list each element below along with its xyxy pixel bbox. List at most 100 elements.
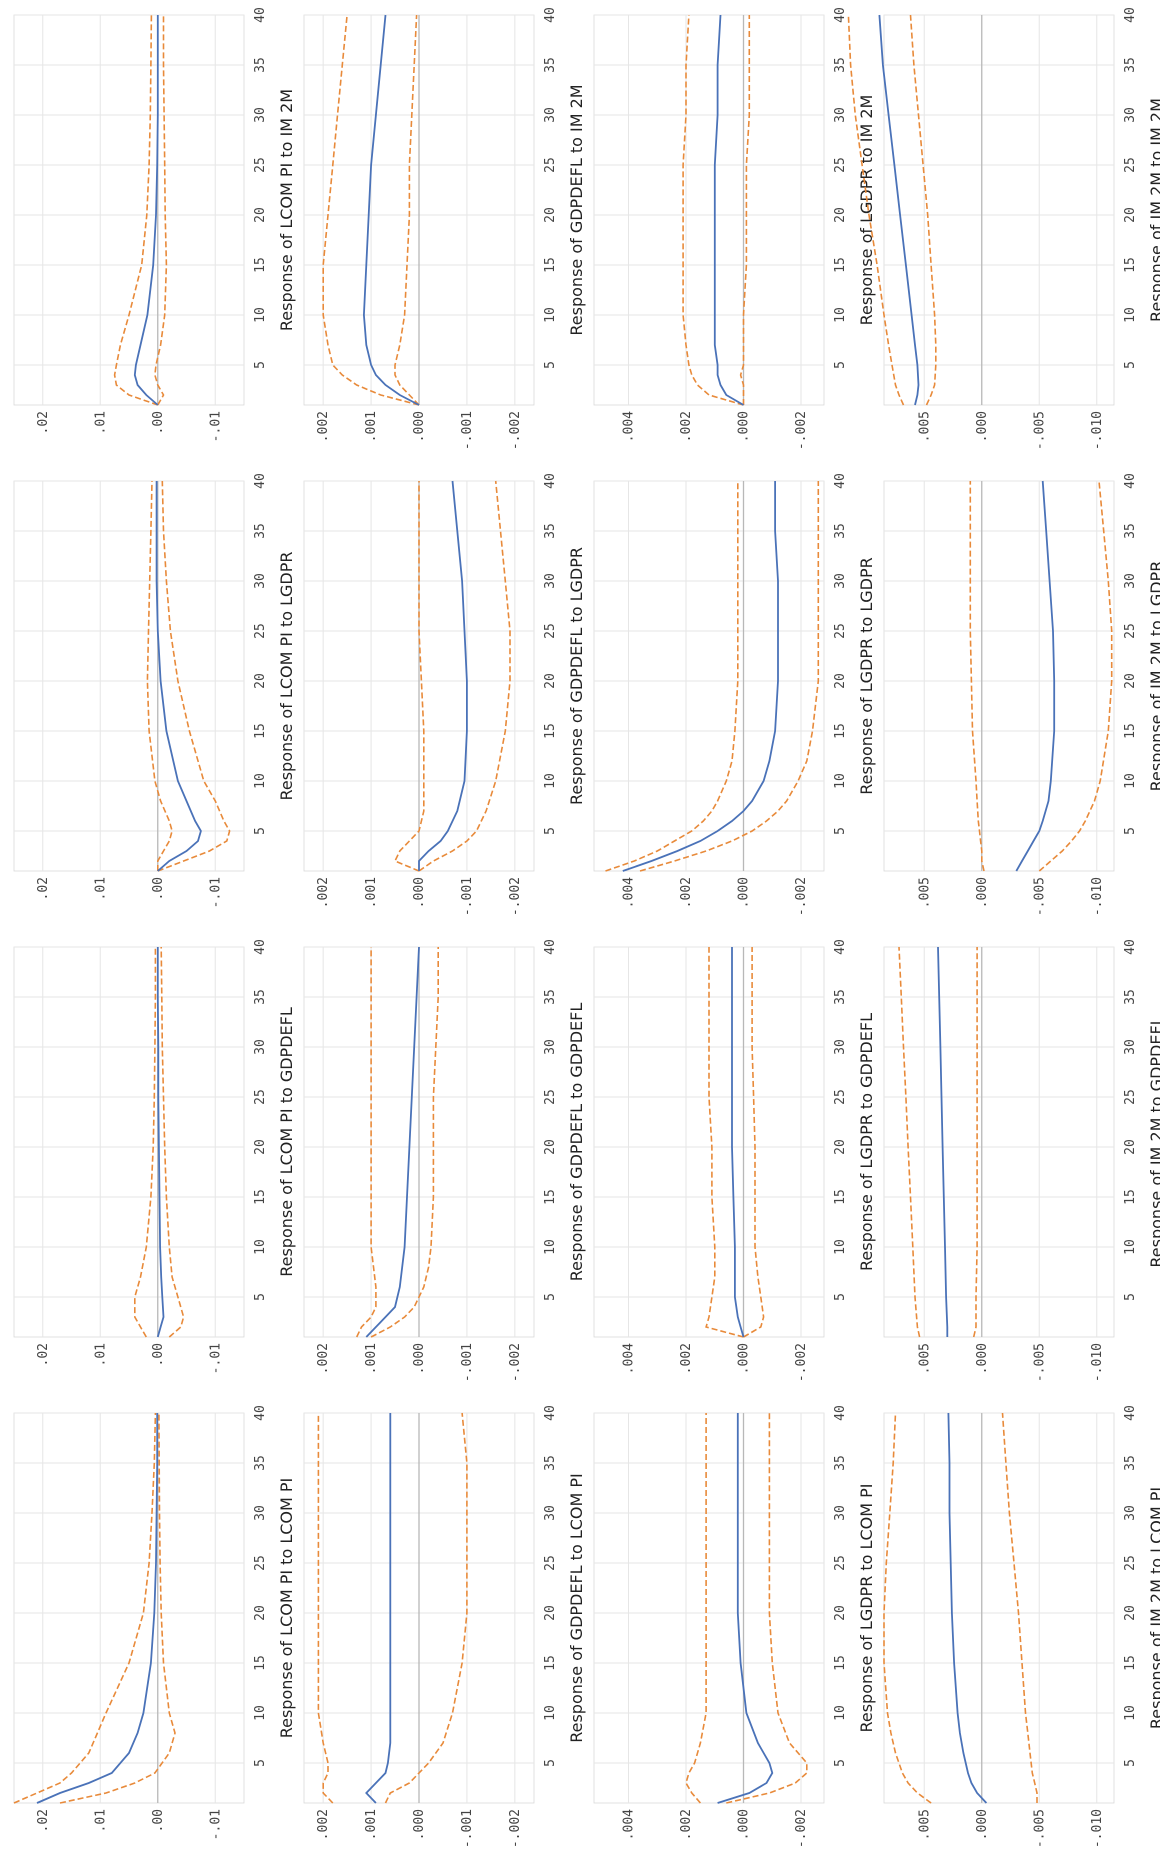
response-line xyxy=(156,947,165,1338)
x-tick-label: 30 xyxy=(833,573,848,589)
x-tick-label: 10 xyxy=(833,1705,848,1721)
irf-panel: 5 10 15 20 25 30 35 40 .004 .002 .000 -.002 Response… xyxy=(593,1405,876,1848)
x-tick-label: 40 xyxy=(543,1405,558,1421)
irf-panel: 5 10 15 20 25 30 35 40 .02 .01 .00 -.01 Response of … xyxy=(13,1405,296,1840)
y-tick-label: .002 xyxy=(316,1343,331,1374)
y-tick-label: .004 xyxy=(622,1343,637,1374)
response-line xyxy=(36,1413,159,1804)
x-tick-label: 15 xyxy=(833,1189,848,1205)
y-tick-label: .02 xyxy=(36,411,51,434)
panel-title: Response of LCOM PI to LCOM PI xyxy=(277,1478,296,1739)
x-tick-label: 20 xyxy=(543,207,558,223)
upper-band-line xyxy=(355,947,377,1338)
x-tick-label: 15 xyxy=(1123,257,1138,273)
panel-title: Response of LCOM PI to IM 2M xyxy=(277,89,296,331)
panel-title: Response of LCOM PI to LGDPR xyxy=(277,551,296,800)
x-tick-label: 5 xyxy=(1123,361,1138,369)
plot-frame xyxy=(13,1412,245,1804)
x-tick-label: 10 xyxy=(1123,1705,1138,1721)
x-tick-label: 40 xyxy=(543,939,558,955)
response-line xyxy=(731,947,745,1338)
y-tick-label: -.002 xyxy=(508,1343,523,1382)
lower-band-line xyxy=(157,480,231,872)
x-tick-label: 5 xyxy=(833,1293,848,1301)
panel-title: Response of GDPDEFL to LGDPR xyxy=(567,547,586,805)
x-tick-label: 5 xyxy=(833,827,848,835)
y-tick-label: .002 xyxy=(316,877,331,908)
x-tick-label: 10 xyxy=(253,1705,268,1721)
x-tick-label: 35 xyxy=(543,57,558,73)
x-tick-label: 5 xyxy=(833,1759,848,1767)
plot-frame xyxy=(883,1412,1115,1804)
plot-frame xyxy=(883,946,1115,1338)
lower-band-line xyxy=(154,15,168,406)
x-tick-label: 35 xyxy=(543,1455,558,1471)
x-tick-label: 10 xyxy=(253,1239,268,1255)
x-tick-label: 25 xyxy=(833,623,848,639)
x-tick-label: 25 xyxy=(543,623,558,639)
y-tick-label: .00 xyxy=(151,1809,166,1832)
y-tick-label: .00 xyxy=(151,411,166,434)
x-tick-label: 35 xyxy=(833,523,848,539)
y-tick-label: -.005 xyxy=(1032,877,1047,916)
x-tick-label: 10 xyxy=(1123,1239,1138,1255)
y-tick-label: .01 xyxy=(93,877,108,900)
lower-band-line xyxy=(639,481,820,872)
lower-band-line xyxy=(739,15,751,405)
y-tick-label: -.005 xyxy=(1032,411,1047,450)
panel-title: Response of IM 2M to GDPDEFL xyxy=(1147,1016,1160,1267)
y-tick-label: .002 xyxy=(679,877,694,908)
y-tick-label: .002 xyxy=(316,1809,331,1840)
x-tick-label: 10 xyxy=(253,773,268,789)
plot-frame xyxy=(883,14,1115,406)
x-tick-label: 35 xyxy=(543,989,558,1005)
x-tick-label: 30 xyxy=(253,573,268,589)
x-tick-label: 40 xyxy=(833,939,848,955)
response-line xyxy=(947,1412,988,1804)
y-tick-label: -.002 xyxy=(794,1809,809,1848)
x-tick-label: 15 xyxy=(543,1655,558,1671)
x-tick-label: 25 xyxy=(833,157,848,173)
y-tick-label: .000 xyxy=(737,877,752,908)
response-line xyxy=(365,946,420,1338)
irf-panel: 5 10 15 20 25 30 35 40 .004 .002 .000 -.002 Response… xyxy=(593,939,876,1382)
upper-band-line xyxy=(898,946,921,1338)
x-tick-label: 20 xyxy=(543,1605,558,1621)
x-tick-label: 30 xyxy=(253,1505,268,1521)
lower-band-line xyxy=(394,14,420,406)
irf-panel: 5 10 15 20 25 30 35 40 .005 .000 -.005 -.010 Respons… xyxy=(883,473,1160,916)
y-tick-label: -.001 xyxy=(460,1343,475,1382)
x-tick-label: 40 xyxy=(253,1405,268,1421)
x-tick-label: 25 xyxy=(1123,1089,1138,1105)
y-tick-label: .001 xyxy=(364,1343,379,1374)
upper-band-line xyxy=(13,1412,157,1804)
y-tick-label: -.002 xyxy=(794,1343,809,1382)
x-tick-label: 35 xyxy=(253,57,268,73)
irf-panel: 5 10 15 20 25 30 35 40 .002 .001 .000 -.001 -.002 Res… xyxy=(303,939,586,1382)
x-tick-label: 15 xyxy=(253,257,268,273)
panel-title: Response of IM 2M to LGDPR xyxy=(1147,561,1160,792)
x-tick-label: 35 xyxy=(1123,57,1138,73)
x-tick-label: 20 xyxy=(253,673,268,689)
upper-band-line xyxy=(146,480,173,871)
y-tick-label: .000 xyxy=(737,1343,752,1374)
x-tick-label: 5 xyxy=(543,361,558,369)
x-tick-label: 15 xyxy=(253,1189,268,1205)
upper-band-line xyxy=(847,14,905,406)
x-tick-label: 30 xyxy=(1123,1039,1138,1055)
x-tick-label: 20 xyxy=(253,1605,268,1621)
x-tick-label: 20 xyxy=(833,1139,848,1155)
y-tick-label: .005 xyxy=(917,1809,932,1840)
upper-band-line xyxy=(605,481,739,872)
irf-panel: 5 10 15 20 25 30 35 40 .005 .000 -.005 -.010 Respons… xyxy=(883,1405,1160,1848)
y-tick-label: -.001 xyxy=(460,1809,475,1848)
lower-band-line xyxy=(743,947,765,1338)
rotated-page: 5 10 15 20 25 30 35 40 .02 .01 .00 -.01 Response of … xyxy=(13,7,1160,1848)
x-tick-label: 30 xyxy=(833,1505,848,1521)
y-tick-label: .000 xyxy=(412,411,427,442)
x-tick-label: 25 xyxy=(543,1555,558,1571)
y-tick-label: .02 xyxy=(36,1343,51,1366)
y-tick-label: .004 xyxy=(622,1809,637,1840)
x-tick-label: 40 xyxy=(543,7,558,23)
y-tick-label: .02 xyxy=(36,1809,51,1832)
